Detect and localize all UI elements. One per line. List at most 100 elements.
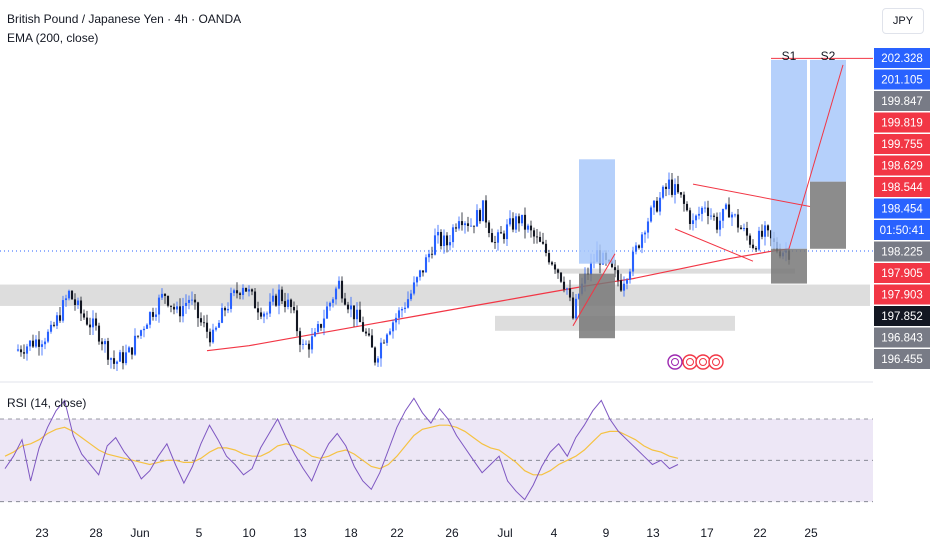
price-label: 197.903	[881, 290, 923, 302]
candle-body	[181, 305, 185, 317]
candle-body	[373, 347, 377, 363]
candle-body	[82, 313, 86, 318]
candle-body	[160, 293, 164, 298]
candle-body	[754, 248, 758, 250]
candle-body	[730, 214, 734, 218]
candle-body	[751, 244, 755, 249]
candle-body	[214, 327, 218, 330]
candle-body	[19, 349, 23, 353]
time-axis[interactable]: 23 28 Jun 5 10 13 18 22 26 Jul 4 9 13 17 22 25	[35, 526, 818, 540]
candle-body	[61, 300, 65, 321]
annotations: S1 S2	[782, 49, 836, 63]
candlesticks[interactable]	[16, 172, 791, 371]
candle-body	[286, 299, 290, 307]
candle-body	[511, 218, 515, 230]
candle-body	[355, 309, 359, 320]
candle-body	[523, 214, 527, 230]
candle-body	[52, 324, 56, 326]
candle-body	[136, 335, 140, 337]
candle-body	[250, 289, 254, 292]
candle-body	[502, 233, 506, 240]
candle-body	[652, 200, 656, 208]
candle-body	[481, 200, 485, 222]
price-label: 198.225	[881, 247, 923, 259]
candle-body	[646, 221, 650, 233]
candle-body	[118, 352, 122, 362]
candle-body	[337, 280, 341, 289]
time-tick: 10	[242, 526, 256, 540]
price-label-bg	[874, 91, 930, 111]
candle-body	[562, 281, 566, 290]
event-flag-icon	[695, 354, 711, 370]
candle-body	[703, 207, 707, 209]
candle-body	[364, 331, 368, 334]
candle-body	[16, 349, 20, 351]
candle-body	[307, 343, 311, 350]
candle-body	[400, 309, 404, 311]
candle-body	[619, 280, 623, 291]
candle-body	[574, 298, 578, 319]
price-label-bg	[874, 327, 930, 348]
candle-body	[541, 241, 545, 244]
candle-body	[430, 253, 434, 255]
candle-body	[361, 322, 365, 332]
candle-body	[331, 299, 335, 303]
rsi-pane[interactable]: 80.0060.0040.00	[0, 393, 912, 503]
candle-body	[157, 297, 161, 315]
time-tick: 25	[804, 526, 818, 540]
candle-body	[475, 210, 479, 227]
candle-body	[298, 331, 302, 345]
event-icons[interactable]	[667, 354, 724, 370]
candle-body	[673, 184, 677, 195]
candle-body	[460, 221, 464, 226]
candle-body	[442, 235, 446, 247]
candle-body	[394, 317, 398, 323]
candle-body	[325, 306, 329, 319]
event-flag-icon	[682, 354, 698, 370]
price-label-bg	[874, 263, 930, 283]
candle-body	[94, 318, 98, 326]
candle-body	[463, 223, 467, 226]
candle-body	[715, 216, 719, 230]
candle-body	[280, 289, 284, 302]
candle-body	[349, 305, 353, 310]
candle-body	[763, 225, 767, 237]
candle-body	[664, 186, 668, 189]
price-label-bg	[874, 112, 930, 133]
event-flag-icon	[708, 354, 724, 370]
price-label: 201.105	[881, 75, 923, 87]
candle-body	[247, 289, 251, 292]
candle-body	[166, 295, 170, 306]
candle-body	[406, 299, 410, 308]
candle-body	[187, 299, 191, 303]
candle-body	[142, 328, 146, 331]
candle-body	[241, 287, 245, 295]
candle-body	[556, 269, 560, 273]
candle-body	[28, 340, 32, 347]
candle-body	[25, 346, 29, 354]
candle-body	[742, 227, 746, 230]
candle-body	[193, 299, 197, 303]
price-label-bg	[874, 220, 930, 240]
support-zone	[555, 268, 795, 274]
time-tick: 18	[344, 526, 358, 540]
candle-body	[22, 352, 26, 354]
candle-body	[340, 280, 344, 299]
candle-body	[466, 223, 470, 226]
candle-body	[403, 307, 407, 310]
price-label-bg	[874, 241, 930, 262]
time-tick: 23	[35, 526, 49, 540]
candle-body	[640, 234, 644, 248]
candle-body	[289, 299, 293, 307]
currency-selector[interactable]: JPY	[882, 8, 924, 34]
candle-body	[448, 242, 452, 246]
candle-body	[622, 283, 626, 291]
rsi-ma-line	[4, 424, 679, 476]
candle-body	[154, 314, 158, 317]
candle-body	[37, 339, 41, 347]
trend-line-1	[572, 253, 616, 327]
candle-body	[163, 293, 167, 296]
candle-body	[208, 331, 212, 343]
